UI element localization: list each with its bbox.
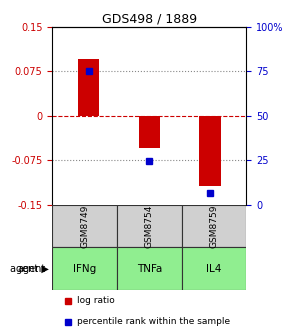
Text: agent: agent [17, 264, 46, 274]
FancyBboxPatch shape [52, 205, 117, 247]
Text: percentile rank within the sample: percentile rank within the sample [77, 318, 231, 327]
Text: log ratio: log ratio [77, 296, 115, 305]
Bar [200, 116, 221, 186]
Title: GDS498 / 1889: GDS498 / 1889 [102, 13, 197, 26]
Text: GSM8759: GSM8759 [210, 204, 219, 248]
Bar [139, 116, 160, 149]
FancyBboxPatch shape [182, 247, 246, 290]
Text: IL4: IL4 [206, 264, 222, 274]
Text: IFNg: IFNg [73, 264, 96, 274]
Text: GSM8749: GSM8749 [80, 204, 89, 248]
Text: GSM8754: GSM8754 [145, 204, 154, 248]
Text: TNFa: TNFa [137, 264, 162, 274]
FancyBboxPatch shape [117, 205, 182, 247]
FancyBboxPatch shape [182, 205, 246, 247]
Bar [78, 59, 99, 116]
FancyBboxPatch shape [117, 247, 182, 290]
Text: agent ▶: agent ▶ [10, 264, 49, 274]
FancyBboxPatch shape [52, 247, 117, 290]
